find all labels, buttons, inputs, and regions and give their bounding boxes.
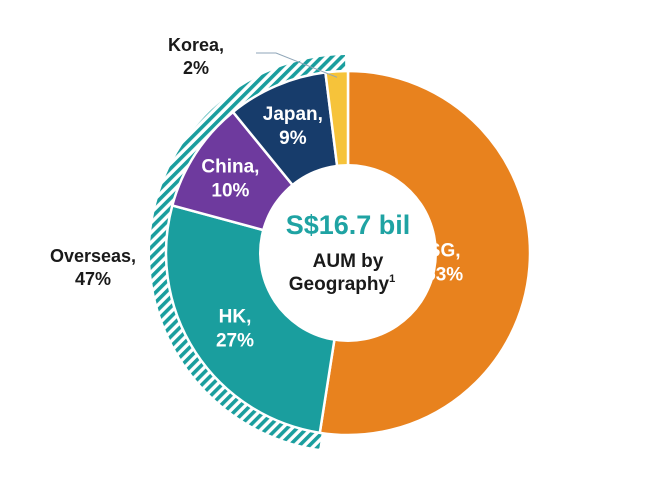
hk-label-line2: 27% [216,330,254,351]
center-label-line1: AUM by [313,251,384,272]
sg-label-line2: 53% [425,264,463,285]
overseas-label-line1: Overseas, [50,246,136,266]
center-value: S$16.7 bil [286,210,411,240]
japan-label-line1: Japan, [263,104,323,125]
donut-hole [259,164,437,342]
hk-label-line1: HK, [219,306,252,327]
china-label-line2: 10% [211,181,249,202]
korea-leader-line [256,52,338,78]
center-label-sup: 1 [389,273,395,285]
center-label-line2-text: Geography [289,274,390,295]
korea-label-line1: Korea, [168,35,224,55]
korea-label-line2: 2% [183,58,209,78]
china-label-line1: China, [201,157,259,178]
sg-label-line1: SG, [428,240,461,261]
center-label-line2: Geography1 [289,273,395,295]
japan-label-line2: 9% [279,128,307,149]
overseas-label-line2: 47% [75,269,111,289]
